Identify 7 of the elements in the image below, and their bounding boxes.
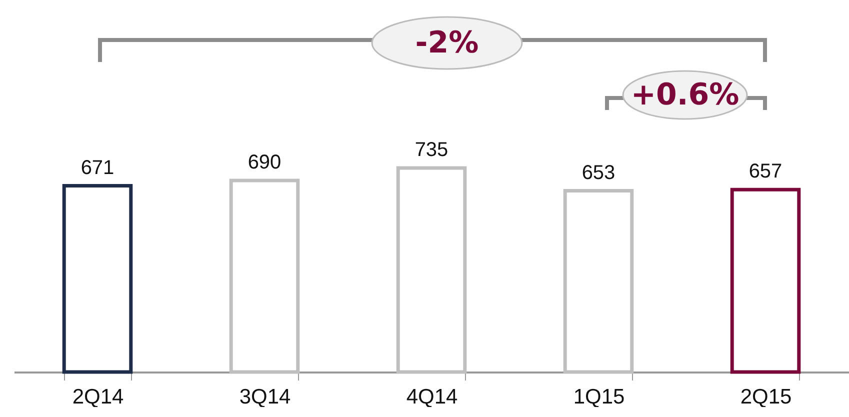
data-label: 657 <box>748 160 782 183</box>
data-label: 735 <box>414 139 448 161</box>
data-label: 671 <box>80 156 114 179</box>
data-label: 653 <box>582 162 616 184</box>
text: +0.6% <box>630 78 740 112</box>
text: -2% <box>415 26 479 60</box>
data-label: 690 <box>248 151 282 174</box>
